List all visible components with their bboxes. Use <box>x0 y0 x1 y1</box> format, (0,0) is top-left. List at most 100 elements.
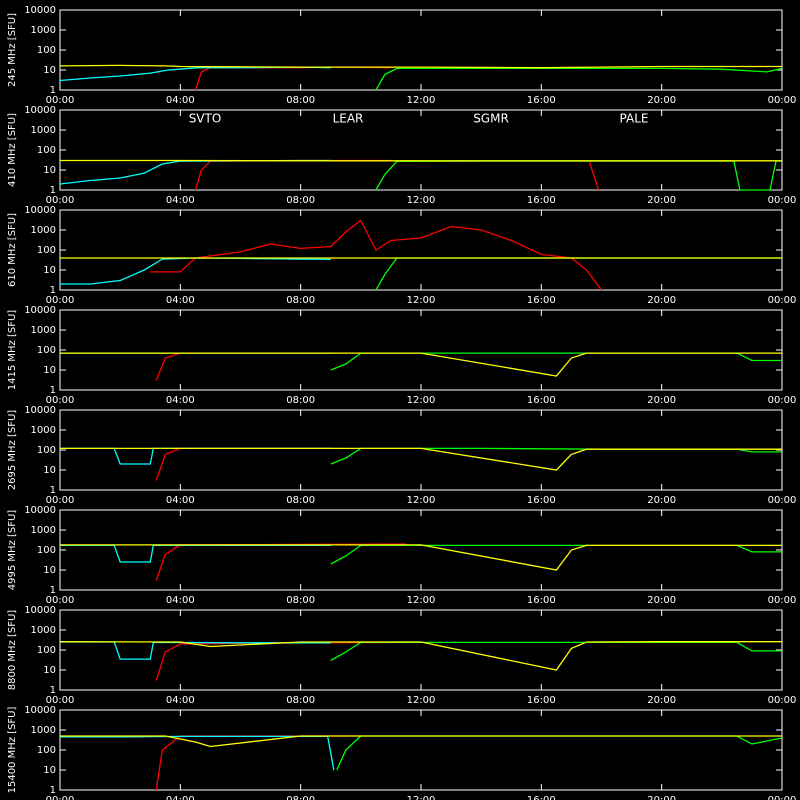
y-tick-label: 10000 <box>24 205 56 216</box>
x-tick-label: 08:00 <box>286 795 315 800</box>
y-tick-label: 1 <box>50 385 56 396</box>
y-tick-label: 1000 <box>31 25 56 36</box>
series-line <box>60 257 331 285</box>
x-tick-label: 00:00 <box>768 595 797 606</box>
legend-label: LEAR <box>333 112 364 126</box>
x-tick-label: 12:00 <box>407 295 436 306</box>
y-tick-label: 10000 <box>24 705 56 716</box>
x-tick-label: 04:00 <box>166 495 195 506</box>
x-tick-label: 16:00 <box>527 595 556 606</box>
y-tick-label: 1000 <box>31 325 56 336</box>
y-tick-label: 1 <box>50 285 56 296</box>
series-line <box>330 641 782 662</box>
y-tick-label: 10000 <box>24 105 56 116</box>
y-tick-label: 1000 <box>31 425 56 436</box>
y-tick-label: 1 <box>50 585 56 596</box>
x-tick-label: 00:00 <box>46 495 75 506</box>
x-tick-label: 00:00 <box>768 795 797 800</box>
y-tick-label: 10000 <box>24 5 56 16</box>
x-tick-label: 08:00 <box>286 395 315 406</box>
series-line <box>60 735 782 748</box>
series-line <box>155 735 361 791</box>
x-tick-label: 20:00 <box>647 695 676 706</box>
x-tick-label: 16:00 <box>527 195 556 206</box>
y-tick-label: 1000 <box>31 525 56 536</box>
series-line <box>150 219 603 291</box>
x-tick-label: 20:00 <box>647 395 676 406</box>
x-tick-label: 16:00 <box>527 495 556 506</box>
x-tick-label: 04:00 <box>166 95 195 106</box>
y-tick-label: 10000 <box>24 505 56 516</box>
series-line <box>60 352 782 377</box>
y-tick-label: 100 <box>37 645 56 656</box>
x-tick-label: 08:00 <box>286 495 315 506</box>
series-line <box>59 66 331 82</box>
series-line <box>60 735 335 771</box>
series-line <box>155 352 337 381</box>
x-tick-label: 12:00 <box>407 95 436 106</box>
x-tick-label: 00:00 <box>768 695 797 706</box>
legend-label: PALE <box>620 112 649 126</box>
series-line <box>194 66 391 91</box>
x-tick-label: 16:00 <box>527 695 556 706</box>
y-axis-label: 15400 MHz [SFU] <box>7 707 18 794</box>
series-line <box>155 447 337 481</box>
x-tick-label: 04:00 <box>166 695 195 706</box>
x-tick-label: 20:00 <box>647 595 676 606</box>
series-line <box>60 544 331 563</box>
y-tick-label: 10 <box>43 65 56 76</box>
y-tick-label: 1 <box>50 85 56 96</box>
series-line <box>60 447 331 465</box>
series-line <box>375 67 783 91</box>
x-tick-label: 04:00 <box>166 195 195 206</box>
series-line <box>60 544 782 571</box>
y-tick-label: 1 <box>50 785 56 796</box>
series-line <box>59 159 331 185</box>
x-tick-label: 00:00 <box>768 195 797 206</box>
x-tick-label: 00:00 <box>768 295 797 306</box>
y-tick-label: 100 <box>37 145 56 156</box>
y-tick-label: 1000 <box>31 225 56 236</box>
y-tick-label: 10 <box>43 365 56 376</box>
x-tick-label: 00:00 <box>46 395 75 406</box>
x-tick-label: 20:00 <box>647 295 676 306</box>
y-tick-label: 100 <box>37 745 56 756</box>
y-tick-label: 10000 <box>24 405 56 416</box>
x-tick-label: 08:00 <box>286 695 315 706</box>
x-tick-label: 00:00 <box>46 695 75 706</box>
series-line <box>155 543 407 581</box>
y-axis-label: 245 MHz [SFU] <box>7 13 18 87</box>
series-line <box>59 64 782 69</box>
y-tick-label: 1 <box>50 485 56 496</box>
series-line <box>375 257 782 291</box>
x-tick-label: 20:00 <box>647 795 676 800</box>
y-tick-label: 10 <box>43 665 56 676</box>
y-axis-label: 8800 MHz [SFU] <box>7 610 18 691</box>
y-tick-label: 100 <box>37 45 56 56</box>
y-tick-label: 1000 <box>31 625 56 636</box>
x-tick-label: 16:00 <box>527 295 556 306</box>
x-tick-label: 04:00 <box>166 595 195 606</box>
plot-frame <box>59 9 783 91</box>
y-axis-label: 410 MHz [SFU] <box>7 113 18 187</box>
x-tick-label: 00:00 <box>768 95 797 106</box>
x-tick-label: 20:00 <box>647 95 676 106</box>
x-tick-label: 08:00 <box>286 595 315 606</box>
x-tick-label: 16:00 <box>527 395 556 406</box>
series-line <box>330 447 782 465</box>
x-tick-label: 00:00 <box>768 495 797 506</box>
y-tick-label: 100 <box>37 245 56 256</box>
x-tick-label: 20:00 <box>647 195 676 206</box>
series-line <box>155 641 407 681</box>
x-tick-label: 16:00 <box>527 95 556 106</box>
series-line <box>330 544 782 565</box>
series-line <box>375 160 782 191</box>
x-tick-label: 04:00 <box>166 395 195 406</box>
x-tick-label: 12:00 <box>407 195 436 206</box>
plot-frame <box>59 409 783 491</box>
x-tick-label: 08:00 <box>286 295 315 306</box>
y-axis-label: 2695 MHz [SFU] <box>7 410 18 491</box>
plot-frame <box>59 509 783 591</box>
plot-frame <box>59 109 783 191</box>
